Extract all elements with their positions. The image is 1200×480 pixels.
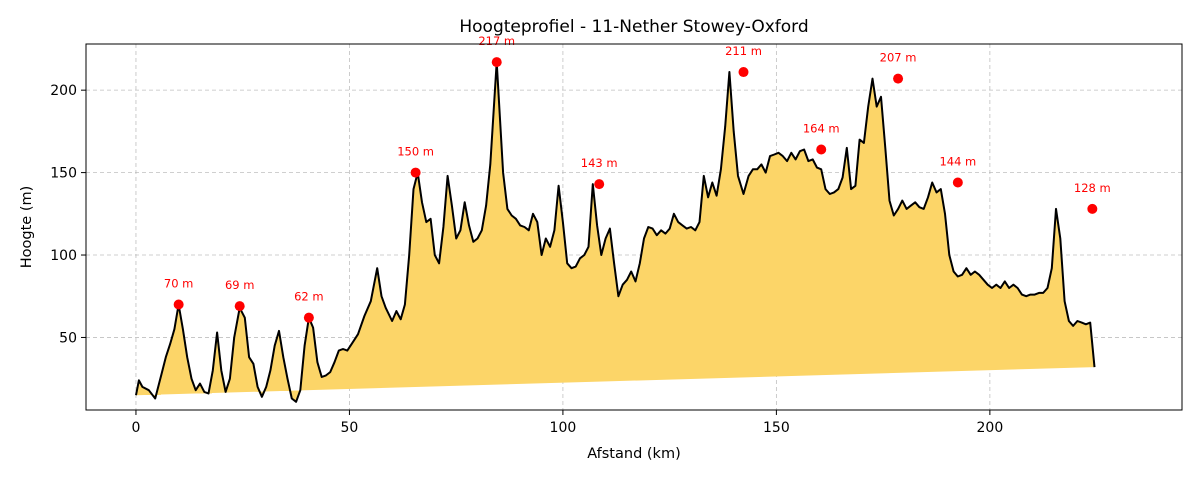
peak-marker	[816, 144, 827, 155]
x-tick-label: 100	[550, 420, 577, 436]
x-tick-label: 150	[763, 420, 790, 436]
peak-label: 128 m	[1074, 181, 1111, 195]
elevation-line	[135, 61, 1096, 403]
peak-label: 211 m	[725, 44, 762, 58]
chart-title: Hoogteprofiel - 11-Nether Stowey-Oxford	[459, 17, 808, 37]
plot-frame	[85, 43, 1183, 411]
peak-marker	[410, 167, 421, 178]
peak-label: 143 m	[581, 156, 618, 170]
x-tick-label: 50	[341, 420, 359, 436]
x-axis-label: Afstand (km)	[587, 446, 680, 462]
peak-marker	[234, 301, 245, 312]
peak-marker	[594, 179, 605, 190]
peak-label: 217 m	[478, 34, 515, 48]
peak-marker	[952, 177, 963, 188]
y-tick-label: 150	[50, 166, 77, 182]
axes: 0 50 100 150 200 50 100 150 200	[50, 83, 1003, 436]
plot-area: 70 m 69 m 62 m 150 m 217 m 143 m 211 m 164 m 207…	[135, 34, 1111, 403]
y-axis-label: Hoogte (m)	[19, 186, 35, 269]
y-tick-label: 100	[50, 248, 77, 264]
y-tick-label: 50	[59, 330, 77, 346]
peak-label: 144 m	[939, 154, 976, 168]
peak-label: 207 m	[880, 51, 917, 65]
x-tick-label: 200	[977, 420, 1004, 436]
peak-marker	[1087, 203, 1098, 214]
y-tick-label: 200	[50, 83, 77, 99]
peak-marker	[173, 299, 184, 310]
peak-marker	[491, 57, 502, 68]
peak-marker	[738, 67, 749, 78]
x-tick-label: 0	[131, 420, 140, 436]
peak-marker	[893, 73, 904, 84]
peak-label: 164 m	[803, 122, 840, 136]
peak-marker	[303, 312, 314, 323]
peak-label: 150 m	[397, 145, 434, 159]
peak-label: 70 m	[164, 276, 194, 290]
peak-label: 62 m	[294, 290, 324, 304]
peak-label: 69 m	[225, 278, 255, 292]
elevation-area	[136, 62, 1095, 402]
